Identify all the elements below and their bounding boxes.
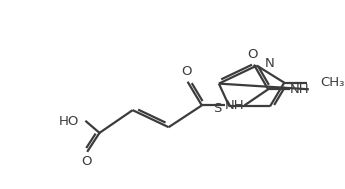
Text: HO: HO (58, 115, 79, 128)
Text: O: O (181, 65, 192, 78)
Text: CH₃: CH₃ (320, 76, 345, 89)
Text: NH: NH (225, 99, 245, 112)
Text: O: O (248, 48, 258, 61)
Text: O: O (81, 155, 91, 168)
Text: S: S (213, 102, 222, 115)
Text: N: N (264, 57, 274, 70)
Text: NH: NH (289, 83, 309, 96)
